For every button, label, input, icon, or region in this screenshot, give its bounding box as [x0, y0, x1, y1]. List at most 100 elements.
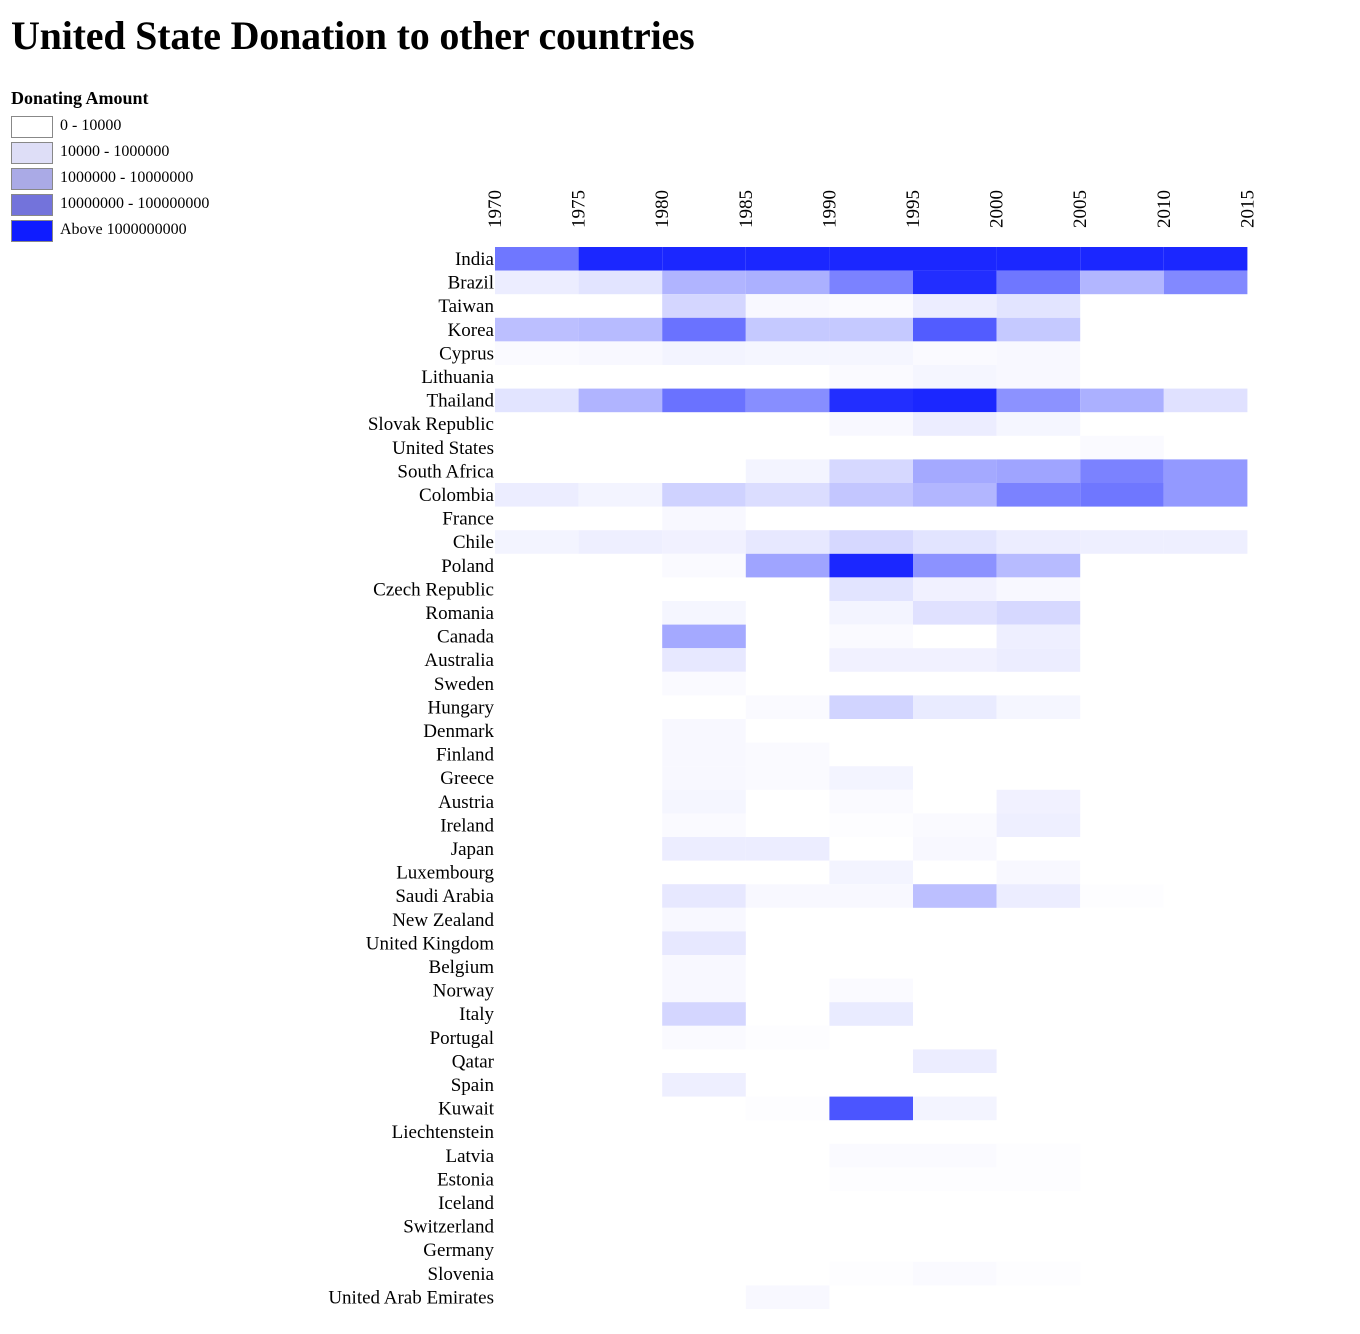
heatmap-cell	[745, 837, 830, 861]
legend-swatch	[11, 168, 53, 190]
heatmap-cell	[913, 1143, 997, 1168]
row-label: Austria	[438, 792, 495, 813]
heatmap-cell	[745, 1285, 830, 1309]
heatmap-cell	[829, 483, 913, 507]
row-label: Japan	[451, 839, 495, 860]
heatmap-cell	[829, 459, 913, 483]
row-label: Qatar	[452, 1051, 495, 1072]
heatmap-cell	[913, 270, 997, 295]
heatmap-cell	[662, 601, 746, 625]
heatmap-cell	[578, 317, 663, 342]
heatmap-cell	[662, 742, 746, 767]
heatmap-cell	[913, 483, 997, 507]
legend-swatch	[11, 194, 53, 216]
heatmap-cell	[913, 1049, 997, 1073]
row-label: Poland	[441, 556, 494, 577]
row-label: Slovak Republic	[368, 414, 494, 435]
heatmap-cell	[745, 695, 830, 719]
heatmap-cell	[996, 317, 1081, 342]
row-label: Romania	[425, 603, 494, 624]
heatmap-cell	[996, 1143, 1081, 1168]
heatmap-cell	[996, 553, 1081, 578]
heatmap-cell	[913, 884, 997, 908]
heatmap-cell	[662, 1025, 746, 1050]
heatmap-cell	[829, 317, 913, 342]
page-title: United State Donation to other countries	[11, 13, 695, 58]
row-label: France	[442, 509, 494, 530]
heatmap-cell	[996, 270, 1081, 295]
heatmap-cell	[996, 341, 1081, 365]
row-label: Brazil	[448, 273, 494, 294]
heatmap-cell	[662, 317, 746, 342]
heatmap-cell	[829, 1002, 913, 1026]
heatmap-cell	[578, 530, 663, 554]
row-label: Colombia	[419, 485, 495, 506]
heatmap-cell	[1163, 459, 1248, 483]
heatmap-cell	[1163, 530, 1248, 554]
heatmap-cell	[996, 1261, 1081, 1286]
heatmap-cell	[996, 884, 1081, 908]
legend-item: 10000000 - 100000000	[11, 193, 209, 217]
row-label: Taiwan	[438, 296, 494, 317]
heatmap-cell	[996, 365, 1081, 389]
legend-label: 0 - 10000	[60, 117, 122, 134]
row-label: Ireland	[440, 815, 494, 836]
legend-item: Above 1000000000	[11, 219, 187, 243]
row-label: India	[455, 249, 495, 270]
heatmap-cell	[913, 813, 997, 837]
heatmap-cell	[578, 483, 663, 507]
heatmap-cell	[996, 388, 1081, 413]
heatmap-cell	[495, 341, 579, 365]
heatmap-cell	[829, 388, 913, 413]
heatmap-cell	[662, 884, 746, 908]
heatmap-cell	[829, 270, 913, 295]
heatmap-cell	[913, 412, 997, 436]
row-label: Chile	[453, 532, 494, 553]
heatmap-cell	[495, 530, 579, 554]
heatmap-cell	[913, 695, 997, 719]
heatmap-cell	[829, 624, 913, 649]
legend-item: 10000 - 1000000	[11, 141, 169, 165]
heatmap-cell	[829, 860, 913, 885]
heatmap-cell	[1080, 270, 1164, 295]
column-label: 1995	[903, 190, 924, 228]
row-label: Belgium	[429, 957, 495, 978]
heatmap-cell	[662, 624, 746, 649]
heatmap-cell	[745, 884, 830, 908]
column-label: 1990	[819, 190, 840, 228]
heatmap-cell	[495, 270, 579, 295]
heatmap-cell	[745, 388, 830, 413]
heatmap-cell	[662, 483, 746, 507]
heatmap-cell	[745, 247, 830, 271]
heatmap-cell	[745, 1096, 830, 1121]
heatmap-cell	[829, 412, 913, 436]
heatmap-cell	[662, 1002, 746, 1026]
heatmap-cell	[662, 530, 746, 554]
heatmap-cell	[913, 1096, 997, 1121]
heatmap-cell	[913, 1167, 997, 1191]
heatmap-cell	[829, 1261, 913, 1286]
column-label: 2005	[1070, 190, 1091, 228]
heatmap-cell	[578, 247, 663, 271]
heatmap-cell	[1080, 247, 1164, 271]
heatmap-cell	[1080, 435, 1164, 460]
heatmap-cell	[662, 978, 746, 1003]
heatmap-cell	[913, 365, 997, 389]
row-label: Canada	[437, 627, 495, 648]
heatmap-cell	[745, 742, 830, 767]
heatmap-cell	[745, 341, 830, 365]
heatmap-cell	[745, 766, 830, 790]
heatmap-cell	[913, 553, 997, 578]
legend-swatch	[11, 142, 53, 164]
row-label: Czech Republic	[373, 579, 494, 600]
heatmap-cell	[996, 459, 1081, 483]
heatmap-cell	[662, 270, 746, 295]
heatmap-cell	[1163, 247, 1248, 271]
row-label: Iceland	[438, 1193, 494, 1214]
heatmap-cell	[913, 388, 997, 413]
heatmap-cell	[662, 955, 746, 979]
row-label: Kuwait	[438, 1099, 495, 1120]
heatmap-cell	[745, 483, 830, 507]
row-label: Denmark	[423, 721, 494, 742]
